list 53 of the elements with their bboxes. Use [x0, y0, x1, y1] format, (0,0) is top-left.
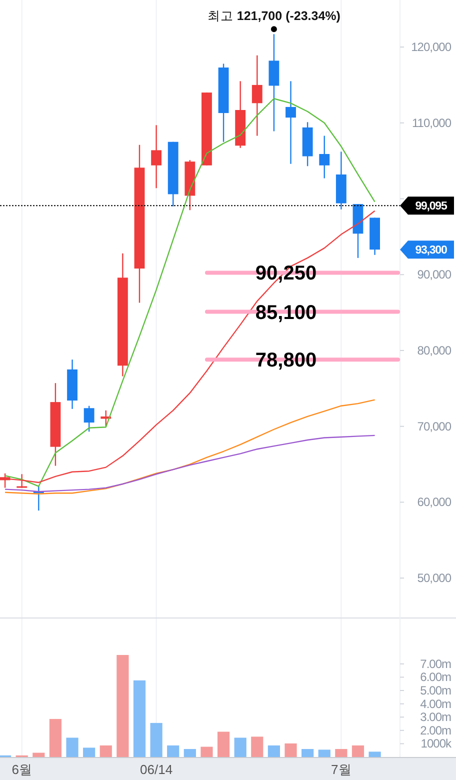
y-tick-label: 2.00m — [420, 723, 452, 738]
bar — [83, 748, 96, 757]
bar — [318, 750, 330, 757]
bar — [100, 745, 112, 757]
y-tick-label: 3.00m — [420, 710, 452, 724]
line-series — [4, 399, 376, 494]
bar — [184, 749, 196, 757]
bar — [352, 745, 364, 757]
bar — [32, 752, 45, 757]
line-series — [4, 434, 376, 492]
y-tick-label: 6.00m — [420, 670, 452, 684]
candlestick — [151, 124, 162, 189]
x-tick-label: 06/14 — [140, 762, 173, 777]
bar — [133, 680, 146, 757]
y-tick-label: 60,000 — [417, 495, 452, 510]
bar — [66, 738, 78, 757]
text: 93,300 — [415, 244, 447, 257]
candlestick — [286, 80, 296, 164]
candlestick — [84, 405, 94, 432]
ref-line-label: 99,095 — [415, 200, 448, 213]
y-tick-label: 80,000 — [417, 343, 452, 358]
y-tick-label: 120,000 — [411, 40, 452, 54]
bar — [116, 654, 129, 757]
bar — [251, 736, 264, 757]
ref-line-label: 90,250 — [255, 262, 317, 285]
annotation: 최고 121,700 (-23.34%) — [207, 9, 340, 24]
y-tick-label: 7.00m — [420, 656, 452, 671]
y-tick-label: 1000k — [420, 736, 452, 751]
y-tick-label: 90,000 — [417, 268, 452, 282]
ref-line-label: 78,800 — [255, 350, 317, 372]
bar — [49, 718, 62, 757]
line-series — [4, 98, 376, 487]
y-tick-label: 5.00m — [420, 683, 452, 698]
candlestick — [319, 135, 330, 179]
y-tick-label: 110,000 — [412, 116, 452, 130]
y-tick-label: 4.00m — [420, 696, 452, 711]
x-tick-label: 7월 — [331, 762, 352, 777]
candlestick — [252, 54, 262, 136]
bar — [368, 752, 381, 757]
bar — [167, 745, 180, 757]
x-tick-label: 6월 — [12, 762, 32, 777]
bar — [217, 732, 230, 757]
bar — [234, 738, 246, 757]
bar — [284, 743, 297, 757]
bar — [200, 746, 213, 757]
y-tick-label: 50,000 — [417, 571, 452, 586]
bar — [335, 749, 348, 757]
bar — [302, 749, 314, 757]
bar — [150, 722, 162, 757]
bar — [268, 745, 280, 757]
candlestick — [100, 410, 112, 427]
ref-line-label: 85,100 — [255, 302, 317, 324]
y-tick-label: 70,000 — [417, 419, 452, 434]
